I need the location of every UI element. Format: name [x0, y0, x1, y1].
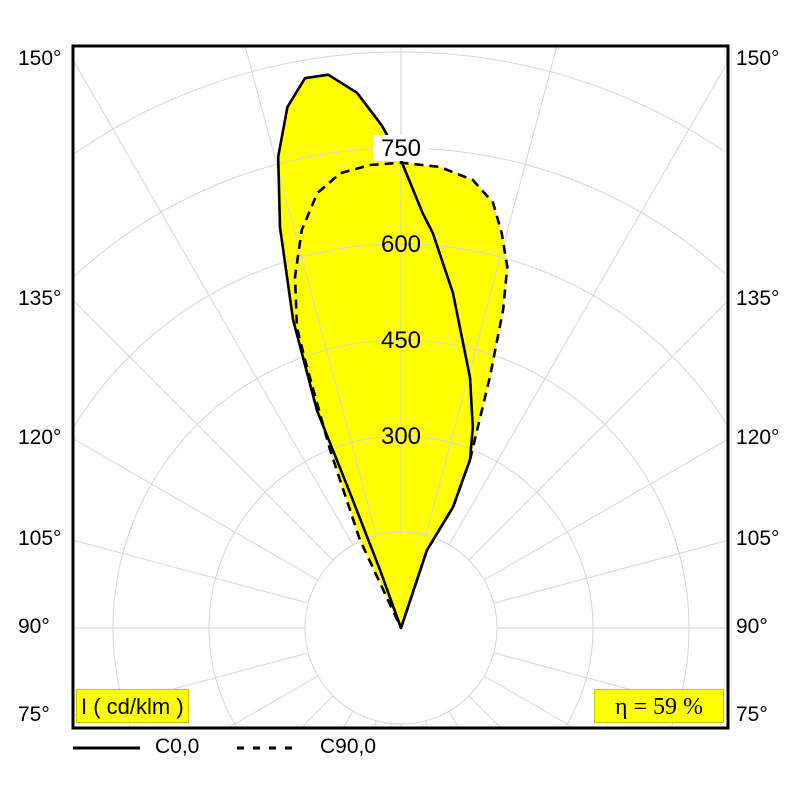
- series-line-C900: [293, 161, 509, 630]
- angle-label-right: 75°: [736, 702, 768, 726]
- grid-spoke: [425, 45, 558, 536]
- grid-spoke: [72, 59, 354, 546]
- legend-label-c90: C90,0: [320, 735, 377, 758]
- grid-ring: [73, 243, 728, 428]
- angle-label-left: 75°: [18, 702, 50, 726]
- grid-spoke: [227, 675, 319, 729]
- radial-tick-label: 600: [381, 231, 421, 258]
- grid-spoke: [483, 438, 729, 581]
- legend-label-c0: C0,0: [155, 735, 200, 758]
- grid-spoke: [300, 695, 334, 729]
- grid-spoke: [342, 710, 354, 729]
- angle-label-left: 105°: [18, 527, 62, 551]
- grid-spoke: [493, 539, 729, 604]
- series-line-C00: [276, 73, 475, 629]
- radial-tick-label: 300: [381, 423, 421, 450]
- angle-label-right: 120°: [736, 425, 780, 449]
- grid-spoke: [244, 45, 377, 536]
- grid-spoke: [468, 300, 729, 561]
- grid-spoke: [72, 299, 334, 561]
- angle-label-left: 150°: [18, 46, 62, 70]
- grid-spoke: [72, 438, 319, 581]
- grid-spoke: [483, 675, 575, 729]
- plot-area: [72, 45, 729, 729]
- angle-label-right: 90°: [736, 615, 768, 638]
- angle-label-left: 135°: [18, 287, 62, 310]
- angle-label-left: 90°: [18, 615, 50, 638]
- plot-frame: [71, 44, 730, 730]
- angle-label-right: 135°: [736, 287, 780, 310]
- tick-label-bg: [373, 135, 429, 161]
- radial-tick-label: 750: [381, 135, 421, 162]
- grid-spoke: [448, 710, 460, 729]
- efficiency-label: η = 59 %: [594, 689, 724, 723]
- angle-label-left: 120°: [18, 425, 62, 449]
- angle-label-right: 150°: [736, 46, 780, 70]
- grid-spoke: [448, 61, 729, 546]
- angle-label-right: 105°: [736, 527, 780, 551]
- grid-spoke: [468, 695, 502, 729]
- unit-label: I ( cd/klm ): [76, 689, 189, 723]
- radial-tick-label: 450: [381, 327, 421, 354]
- grid-spoke: [72, 539, 309, 604]
